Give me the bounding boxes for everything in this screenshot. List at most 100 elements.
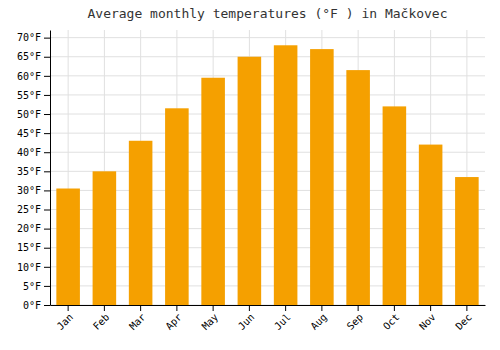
bar: [274, 45, 298, 305]
y-tick-label: 25°F: [17, 204, 41, 215]
x-tick-mark: [213, 305, 214, 311]
y-tick-mark: [44, 248, 50, 249]
x-tick-label: Nov: [417, 311, 438, 332]
y-tick-label: 30°F: [17, 185, 41, 196]
chart-title: Average monthly temperatures (°F ) in Ma…: [87, 6, 447, 21]
x-tick: Feb: [91, 305, 112, 332]
x-tick-label: Jul: [272, 311, 293, 332]
y-tick: 50°F: [17, 109, 50, 120]
x-tick-label: Oct: [381, 311, 402, 332]
y-tick-label: 70°F: [17, 32, 41, 43]
y-tick: 25°F: [17, 204, 50, 215]
bar: [346, 70, 370, 305]
bar: [201, 78, 225, 305]
x-tick: Aug: [308, 305, 329, 332]
bar: [419, 145, 443, 305]
x-tick: May: [200, 305, 221, 332]
y-tick: 5°F: [23, 281, 50, 292]
y-grid-line: [50, 114, 485, 115]
y-tick-label: 15°F: [17, 242, 41, 253]
x-axis: Jan Feb Mar Apr May Jun Jul Aug Sep Oct Nov Dec: [51, 305, 486, 332]
x-tick-label: May: [200, 311, 221, 332]
y-tick: 65°F: [17, 51, 50, 62]
x-tick: Jan: [55, 305, 76, 332]
x-tick-mark: [249, 305, 250, 311]
bar: [129, 141, 153, 305]
bar: [165, 108, 189, 305]
y-tick: 10°F: [17, 262, 50, 273]
y-grid-line: [50, 37, 485, 38]
x-tick: Mar: [127, 305, 148, 332]
x-tick-mark: [321, 305, 322, 311]
y-tick: 35°F: [17, 166, 50, 177]
x-tick-label: Feb: [91, 311, 112, 332]
y-tick-mark: [44, 38, 50, 39]
y-tick: 0°F: [23, 300, 50, 311]
y-tick-label: 20°F: [17, 223, 41, 234]
y-tick-mark: [44, 171, 50, 172]
x-tick-label: Jun: [236, 311, 257, 332]
x-tick-mark: [68, 305, 69, 311]
y-tick-label: 50°F: [17, 109, 41, 120]
x-tick-label: Aug: [308, 311, 329, 332]
y-tick-label: 5°F: [23, 281, 41, 292]
y-tick-mark: [44, 95, 50, 96]
x-tick-mark: [394, 305, 395, 311]
y-tick-mark: [44, 114, 50, 115]
y-tick-mark: [44, 190, 50, 191]
y-tick-label: 60°F: [17, 71, 41, 82]
x-tick-label: Jan: [55, 311, 76, 332]
x-tick-mark: [285, 305, 286, 311]
x-tick: Oct: [381, 305, 402, 332]
x-tick-mark: [104, 305, 105, 311]
y-tick: 20°F: [17, 223, 50, 234]
y-tick-mark: [44, 76, 50, 77]
y-tick: 30°F: [17, 185, 50, 196]
y-tick-label: 35°F: [17, 166, 41, 177]
y-axis-line: [50, 31, 51, 306]
chart-svg: Average monthly temperatures (°F ) in Ma…: [0, 0, 500, 350]
y-tick-label: 10°F: [17, 262, 41, 273]
x-tick-mark: [466, 305, 467, 311]
y-tick: 40°F: [17, 147, 50, 158]
y-grid-line: [50, 94, 485, 95]
x-tick: Dec: [453, 305, 474, 332]
bar: [93, 171, 117, 305]
y-grid-line: [50, 56, 485, 57]
x-tick-label: Sep: [345, 311, 366, 332]
bar: [56, 189, 80, 305]
bar: [455, 177, 479, 305]
y-tick-label: 40°F: [17, 147, 41, 158]
plot-area: Jan Feb Mar Apr May Jun Jul Aug Sep Oct Nov Dec 0°F 5…: [17, 30, 486, 332]
y-tick-mark: [44, 210, 50, 211]
y-tick-label: 65°F: [17, 51, 41, 62]
bar: [310, 49, 334, 305]
x-tick-mark: [176, 305, 177, 311]
x-tick: Apr: [163, 305, 184, 332]
y-tick-mark: [44, 286, 50, 287]
y-tick-mark: [44, 57, 50, 58]
y-tick: 45°F: [17, 128, 50, 139]
y-tick-mark: [44, 133, 50, 134]
y-tick: 60°F: [17, 71, 50, 82]
x-tick-mark: [430, 305, 431, 311]
y-tick-label: 55°F: [17, 90, 41, 101]
x-tick-label: Dec: [453, 311, 474, 332]
bars: [56, 45, 478, 305]
x-axis-line: [51, 305, 486, 306]
y-tick: 70°F: [17, 32, 50, 43]
x-tick-mark: [140, 305, 141, 311]
x-tick-label: Mar: [127, 311, 148, 332]
y-tick: 15°F: [17, 242, 50, 253]
x-tick: Nov: [417, 305, 438, 332]
y-tick-label: 0°F: [23, 300, 41, 311]
y-tick-mark: [44, 267, 50, 268]
y-tick-label: 45°F: [17, 128, 41, 139]
y-tick: 55°F: [17, 90, 50, 101]
x-tick-mark: [358, 305, 359, 311]
bar: [383, 106, 407, 305]
x-tick-label: Apr: [163, 311, 184, 332]
y-tick-mark: [44, 229, 50, 230]
grid: [50, 30, 485, 305]
x-tick: Sep: [345, 305, 366, 332]
